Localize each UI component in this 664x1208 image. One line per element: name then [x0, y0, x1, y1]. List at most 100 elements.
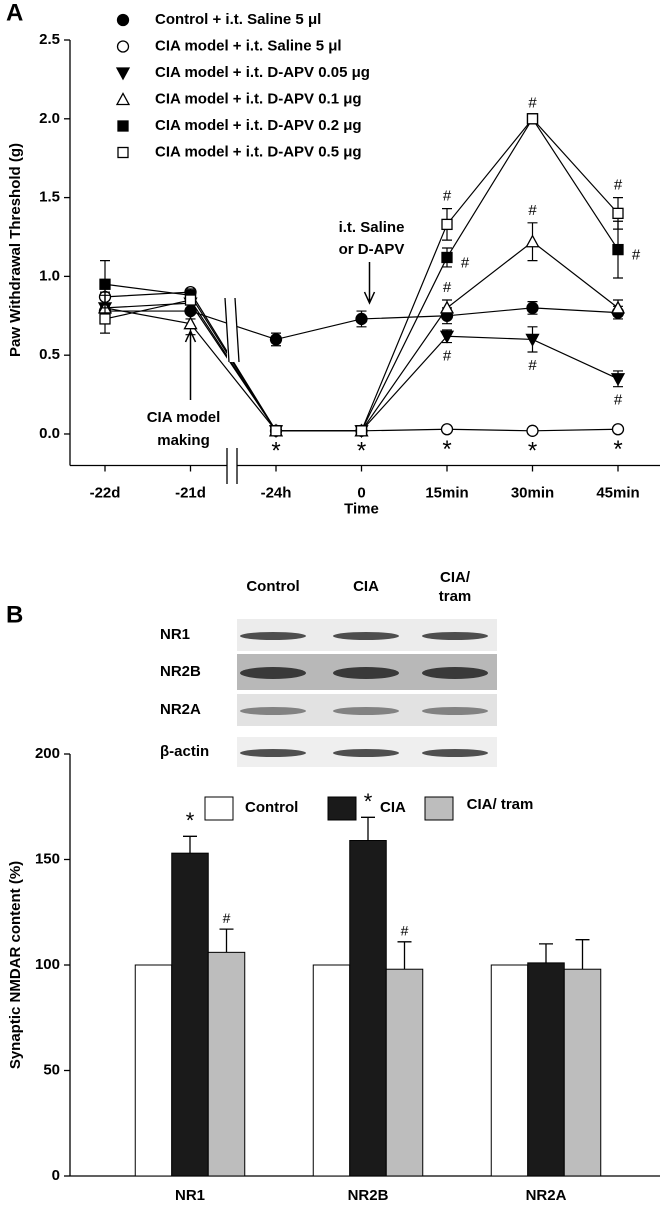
- significance-mark: #: [443, 348, 452, 365]
- annotation-arrow: [363, 262, 376, 305]
- legend-label: Control: [245, 799, 298, 816]
- significance-mark: *: [186, 808, 195, 833]
- blot-row-label: β-actin: [160, 743, 209, 760]
- series-line: [104, 117, 619, 432]
- significance-mark: *: [442, 436, 451, 463]
- error-bar: [183, 835, 197, 854]
- axis-break: [227, 298, 237, 362]
- blot-column-label: CIA: [353, 578, 379, 595]
- y-tick-label: 1.0: [39, 267, 60, 284]
- legend-marker: [117, 120, 129, 132]
- axis-break: [227, 448, 237, 484]
- error-bar: [397, 941, 412, 970]
- legend-marker: [117, 146, 129, 159]
- annotation: or D-APV: [339, 241, 405, 258]
- y-tick-label: 0.5: [39, 346, 60, 363]
- panel-label: A: [6, 0, 23, 26]
- significance-mark: #: [528, 357, 537, 374]
- blot-band: [422, 749, 488, 757]
- annotation: CIA model: [147, 409, 221, 426]
- marker: [270, 425, 282, 437]
- significance-mark: *: [271, 438, 280, 465]
- y-tick-label: 2.5: [39, 31, 60, 48]
- blot-band: [240, 749, 306, 757]
- marker: [439, 300, 455, 314]
- marker: [526, 301, 539, 315]
- marker: [439, 330, 455, 344]
- blot-band: [422, 632, 488, 640]
- legend-label: CIA model + i.t. Saline 5 μl: [155, 37, 342, 54]
- significance-mark: #: [632, 247, 641, 264]
- annotation: i.t. Saline: [339, 219, 405, 236]
- x-tick-label: 15min: [425, 484, 468, 501]
- bar: [563, 968, 602, 1177]
- x-tick-label: 45min: [596, 484, 639, 501]
- bar: [134, 964, 173, 1177]
- marker: [610, 373, 626, 387]
- marker: [440, 423, 454, 436]
- y-tick-label: 0.0: [39, 425, 60, 442]
- error-bar: [219, 928, 234, 953]
- blot-band: [333, 667, 399, 679]
- blot-band: [333, 632, 399, 640]
- blot-band: [240, 667, 306, 679]
- x-tick-label: NR2A: [526, 1187, 567, 1204]
- blot-band: [422, 667, 488, 679]
- y-tick-label: 100: [35, 956, 60, 973]
- bar: [207, 951, 246, 1177]
- y-tick-label: 0: [52, 1167, 60, 1184]
- blot-band: [240, 632, 306, 640]
- panel-label: B: [6, 601, 23, 628]
- blot-row-label: NR2A: [160, 701, 201, 718]
- bar: [490, 964, 529, 1177]
- marker: [525, 234, 540, 248]
- significance-mark: #: [223, 910, 231, 926]
- x-tick-label: 30min: [511, 484, 554, 501]
- marker: [612, 207, 624, 220]
- y-tick-label: 50: [43, 1061, 60, 1078]
- bar: [171, 852, 209, 1177]
- significance-mark: #: [443, 188, 452, 205]
- blot-column-label: Control: [246, 578, 299, 595]
- y-tick-label: 1.5: [39, 189, 60, 206]
- x-tick-label: 0: [357, 484, 365, 501]
- marker: [355, 425, 368, 437]
- series-line: [104, 117, 619, 432]
- marker: [269, 333, 283, 346]
- marker: [183, 316, 198, 330]
- axis-break: [224, 297, 230, 363]
- marker: [612, 243, 624, 256]
- y-axis-label: Paw Withdrawal Threshold (g): [7, 143, 24, 357]
- annotation-arrow: [184, 329, 197, 400]
- significance-mark: *: [528, 438, 537, 465]
- axis-break: [234, 297, 240, 363]
- marker: [610, 300, 626, 314]
- legend-marker: [116, 13, 130, 27]
- marker: [99, 278, 111, 290]
- legend-marker: [116, 40, 130, 53]
- significance-mark: *: [364, 789, 373, 814]
- blot-row-label: NR2B: [160, 663, 201, 680]
- x-tick-label: NR1: [175, 1187, 205, 1204]
- marker: [184, 294, 197, 306]
- blot-band: [422, 707, 488, 715]
- significance-mark: #: [401, 922, 409, 938]
- error-bar: [575, 939, 590, 970]
- legend-label: CIA model + i.t. D-APV 0.05 μg: [155, 64, 370, 81]
- x-tick-label: -24h: [261, 484, 292, 501]
- legend-swatch: [424, 796, 454, 821]
- marker: [611, 423, 625, 436]
- series-line: [104, 240, 619, 432]
- x-axis-label: Time: [344, 500, 379, 517]
- bar: [349, 840, 387, 1177]
- marker: [526, 424, 539, 437]
- marker: [441, 251, 453, 264]
- y-axis-label: Synaptic NMDAR content (%): [7, 861, 24, 1069]
- significance-mark: #: [528, 95, 537, 112]
- blot-column-label: CIA/ tram: [438, 569, 472, 605]
- significance-mark: *: [357, 438, 366, 465]
- y-tick-label: 150: [35, 850, 60, 867]
- blot-band: [333, 707, 399, 715]
